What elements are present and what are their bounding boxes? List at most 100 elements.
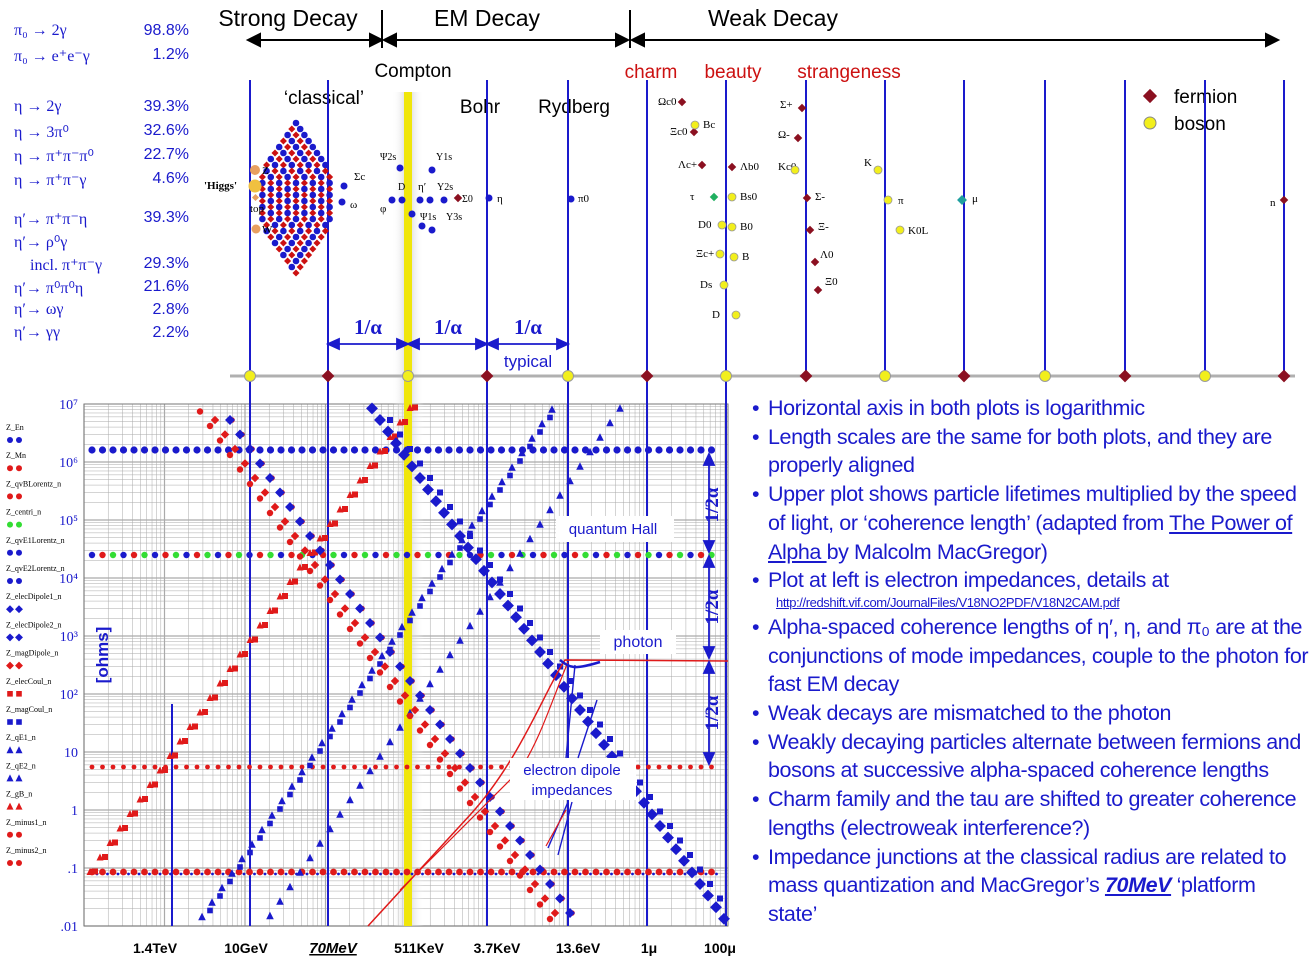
blue-triangle-rising xyxy=(478,506,486,515)
em-marker xyxy=(418,222,426,230)
red-row-point xyxy=(446,764,452,770)
quantum-hall-box xyxy=(556,516,674,542)
cluster-fermion xyxy=(267,179,275,187)
series-legend-marker xyxy=(15,661,23,670)
cluster-boson xyxy=(267,197,275,205)
hall-row-point xyxy=(456,551,463,559)
series-legend-marker xyxy=(16,719,22,725)
z-em-point xyxy=(707,446,716,454)
hall-row-point xyxy=(424,551,432,559)
blue-square-falling xyxy=(457,518,463,525)
red-circle-falling-2 xyxy=(436,756,444,763)
hall-row-point xyxy=(435,551,442,559)
red-callout xyxy=(545,809,567,847)
bottom-row-point xyxy=(561,868,568,876)
blue-triangle-rising-2 xyxy=(586,447,594,456)
strange-boson xyxy=(873,165,883,175)
blue-diamond-falling xyxy=(475,777,485,788)
red-row-point xyxy=(226,764,231,770)
hall-row-point xyxy=(550,551,558,559)
bottom-row-point-blue xyxy=(526,872,529,876)
blue-square-rising xyxy=(337,719,343,725)
x-tick-label: 511KeV xyxy=(394,940,444,956)
red-row-point xyxy=(331,764,336,770)
red-triangle-rising xyxy=(176,737,184,745)
cluster-boson xyxy=(322,161,329,169)
y-tick-label: 1 xyxy=(71,804,78,819)
hall-row-point xyxy=(141,551,148,559)
blue-diamond-falling xyxy=(415,690,425,701)
red-circle-falling-2 xyxy=(306,567,314,575)
y-tick-label: .1 xyxy=(68,862,79,877)
blue-square-falling xyxy=(467,533,473,539)
half-alpha-label-2: 1/2α xyxy=(702,589,723,624)
cluster-boson xyxy=(292,143,300,151)
cluster-fermion xyxy=(305,149,313,157)
red-triangle-rising xyxy=(296,563,304,571)
cluster-fermion xyxy=(271,149,279,157)
fermion-axis-marker xyxy=(1277,369,1291,383)
power-of-alpha-link[interactable]: The Power of Alpha xyxy=(768,510,1293,564)
red-diamond-falling xyxy=(410,705,420,715)
series-legend-label: Z_centri_n xyxy=(6,508,41,517)
cluster-fermion xyxy=(258,197,266,205)
blue-square-rising xyxy=(507,472,513,479)
bottom-row-point xyxy=(130,868,138,876)
cluster-fermion xyxy=(263,161,271,169)
particle-label: Ds xyxy=(700,279,712,291)
blue-diamond-falling-2 xyxy=(494,588,506,600)
blue-triangle-rising-2 xyxy=(336,810,344,818)
cluster-boson xyxy=(284,155,291,163)
hall-row-point xyxy=(571,551,579,559)
series-legend-marker xyxy=(6,633,14,642)
bottom-row-point xyxy=(424,868,432,876)
particle-label: Z xyxy=(262,165,269,177)
z-em-point xyxy=(277,446,285,454)
hall-row-point xyxy=(603,551,610,559)
red-circle-falling-2 xyxy=(246,480,254,488)
bottom-row-point-blue xyxy=(652,872,655,876)
particle-label: Σc xyxy=(354,171,365,183)
red-row-point xyxy=(688,764,693,770)
bottom-row-point-blue xyxy=(347,872,351,876)
blue-triangle-rising-2 xyxy=(476,607,484,615)
blue-square-rising xyxy=(247,849,253,856)
boson-marker xyxy=(1143,116,1157,130)
hall-row-point xyxy=(288,551,295,559)
red-diamond-falling xyxy=(270,502,280,512)
blue-diamond-falling-2 xyxy=(646,808,658,821)
w-marker xyxy=(251,224,261,234)
bottom-row-point-blue xyxy=(673,872,676,876)
cluster-boson xyxy=(284,245,291,253)
particle-label: n xyxy=(1270,197,1276,209)
blue-triangle-rising xyxy=(358,680,366,689)
cluster-fermion xyxy=(309,197,317,205)
hall-row-point xyxy=(508,551,516,559)
blue-square-falling xyxy=(447,504,453,510)
red-square-rising xyxy=(202,709,208,715)
red-diamond-falling xyxy=(510,850,520,860)
strange-fermion xyxy=(793,133,803,143)
red-triangle-rising xyxy=(116,824,124,832)
red-square-rising xyxy=(242,651,248,657)
cluster-boson xyxy=(263,167,270,175)
red-triangle-rising xyxy=(286,578,294,585)
blue-diamond-falling-2 xyxy=(542,657,554,670)
bottom-row-point-blue xyxy=(116,872,120,876)
beauty-boson xyxy=(729,252,739,262)
strange-fermion xyxy=(813,285,823,295)
blue-triangle-rising-2 xyxy=(316,839,324,847)
details-url-link[interactable]: http://redshift.vif.com/JournalFiles/V18… xyxy=(776,594,1120,610)
blue-diamond-falling xyxy=(245,444,255,454)
red-circle-falling-2 xyxy=(526,886,534,894)
blue-diamond-falling-2 xyxy=(462,541,474,554)
z-em-point xyxy=(266,446,275,454)
branching-row: η → 3π⁰ 32.6% xyxy=(14,122,189,144)
eta-marker xyxy=(485,194,493,202)
cluster-fermion xyxy=(309,245,317,253)
bottom-row-point-blue xyxy=(557,872,561,876)
cluster-fermion xyxy=(284,215,292,223)
series-legend-marker xyxy=(15,774,23,782)
z-em-point xyxy=(676,446,684,454)
z-em-point xyxy=(655,446,663,454)
